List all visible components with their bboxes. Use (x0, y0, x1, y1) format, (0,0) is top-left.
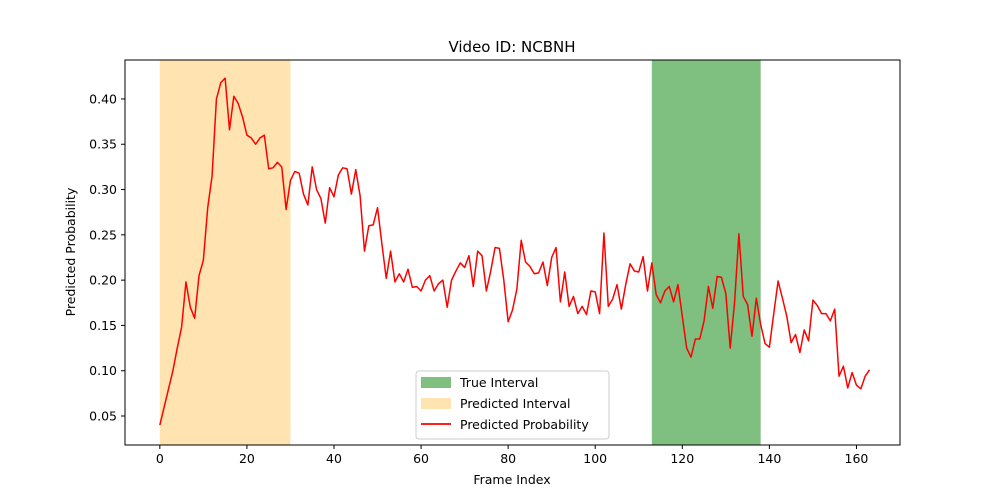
x-axis: 0 20 40 60 80 100 120 140 160 (156, 445, 869, 466)
true-interval-band (651, 60, 761, 445)
y-tick-label: 0.20 (89, 273, 117, 288)
series-line-predicted-probability (159, 77, 871, 426)
x-tick-label: 160 (845, 451, 869, 466)
y-tick-label: 0.25 (89, 227, 117, 242)
y-tick-label: 0.10 (89, 363, 117, 378)
predicted-interval-band (159, 60, 291, 445)
x-tick-label: 40 (326, 451, 342, 466)
x-tick-label: 140 (757, 451, 781, 466)
legend-label-predicted-interval: Predicted Interval (460, 396, 571, 411)
y-axis-label: Predicted Probability (63, 187, 78, 316)
y-tick-label: 0.05 (89, 409, 117, 424)
legend: True Interval Predicted Interval Predict… (415, 370, 610, 440)
chart-title: Video ID: NCBNH (448, 38, 575, 56)
y-axis: 0.05 0.10 0.15 0.20 0.25 0.30 0.35 0.40 (89, 91, 125, 424)
x-axis-label: Frame Index (473, 472, 550, 487)
interval-layer (159, 60, 761, 445)
x-tick-label: 100 (583, 451, 607, 466)
legend-swatch-predicted-interval (421, 398, 451, 409)
x-tick-label: 80 (500, 451, 516, 466)
x-tick-label: 120 (670, 451, 694, 466)
y-tick-label: 0.35 (89, 137, 117, 152)
x-tick-label: 60 (413, 451, 429, 466)
x-tick-label: 20 (239, 451, 255, 466)
y-tick-label: 0.30 (89, 182, 117, 197)
legend-swatch-true-interval (421, 377, 451, 388)
plot-frame (124, 59, 901, 446)
legend-box (415, 370, 610, 440)
legend-label-true-interval: True Interval (459, 375, 538, 390)
series-layer (159, 77, 871, 426)
legend-label-predicted-probability: Predicted Probability (460, 417, 589, 432)
x-tick-label: 0 (156, 451, 164, 466)
y-tick-label: 0.40 (89, 91, 117, 106)
y-tick-label: 0.15 (89, 318, 117, 333)
